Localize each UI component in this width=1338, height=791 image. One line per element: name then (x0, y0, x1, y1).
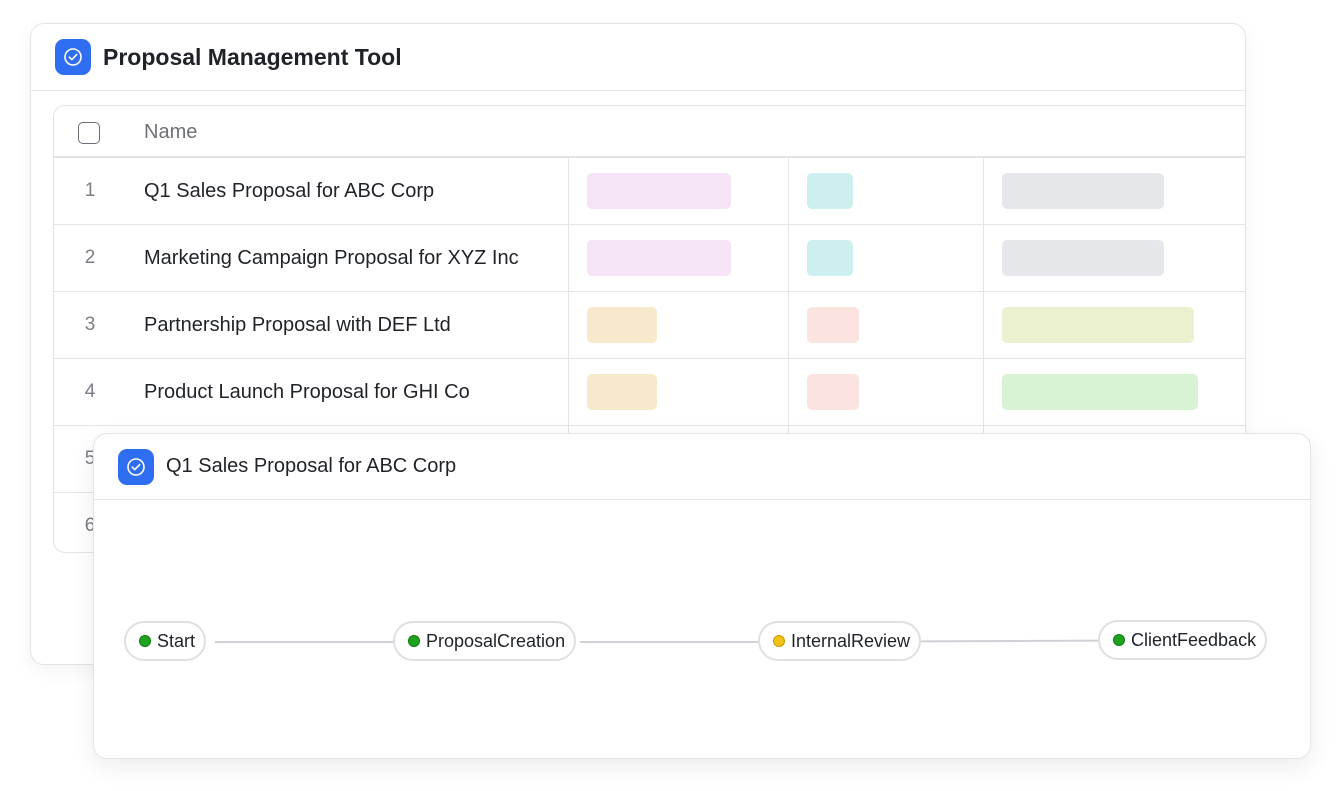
table-row[interactable]: 6 (54, 493, 1245, 552)
tag-placeholder[interactable] (807, 374, 859, 410)
row-name[interactable]: Q1 Sales Proposal for ABC Corp (144, 179, 435, 202)
flow-node-label: InternalReview (791, 630, 911, 651)
status-dot-pending (773, 635, 785, 647)
table-row[interactable]: 1 Q1 Sales Proposal for ABC Corp (54, 158, 1245, 225)
check-circle-icon (55, 39, 91, 75)
row-number: 4 (84, 381, 96, 402)
flow-edge (919, 639, 1101, 642)
tag-placeholder[interactable] (587, 374, 657, 410)
flow-node-label: ProposalCreation (426, 630, 566, 651)
tag-placeholder[interactable] (1002, 307, 1194, 343)
proposal-detail-panel: Q1 Sales Proposal for ABC Corp Start Pro… (93, 433, 1311, 759)
table-row[interactable]: 2 Marketing Campaign Proposal for XYZ In… (54, 225, 1245, 292)
window-header: Proposal Management Tool (31, 24, 1245, 91)
row-name[interactable]: Partnership Proposal with DEF Ltd (144, 313, 451, 336)
tag-placeholder[interactable] (807, 173, 853, 209)
tag-placeholder[interactable] (1002, 374, 1198, 410)
row-number: 6 (84, 515, 96, 536)
flow-edge (215, 641, 395, 643)
row-name[interactable]: Product Launch Proposal for GHI Co (144, 380, 470, 403)
row-name[interactable]: Marketing Campaign Proposal for XYZ Inc (144, 246, 519, 269)
row-number: 5 (84, 448, 96, 469)
status-dot-complete (139, 635, 151, 647)
flow-node-label: ClientFeedback (1131, 629, 1257, 650)
panel-header: Q1 Sales Proposal for ABC Corp (94, 434, 1310, 500)
status-dot-complete (1113, 634, 1125, 646)
row-number: 2 (84, 247, 96, 268)
row-number: 1 (84, 180, 96, 201)
select-all-checkbox[interactable] (78, 122, 100, 144)
tag-placeholder[interactable] (587, 173, 731, 209)
row-number: 3 (84, 314, 96, 335)
flow-node-start[interactable]: Start (124, 621, 207, 661)
flow-node-label: Start (157, 630, 196, 651)
tag-placeholder[interactable] (1002, 173, 1164, 209)
flow-node-client-feedback[interactable]: ClientFeedback (1098, 620, 1268, 660)
flow-node-internal-review[interactable]: InternalReview (758, 621, 922, 661)
check-circle-icon (118, 448, 154, 485)
status-dot-complete (408, 635, 420, 647)
app-title: Proposal Management Tool (103, 43, 402, 70)
column-header-name[interactable]: Name (144, 120, 198, 143)
table-row[interactable]: 4 Product Launch Proposal for GHI Co (54, 359, 1245, 426)
panel-title: Q1 Sales Proposal for ABC Corp (166, 455, 457, 477)
flow-node-proposal-creation[interactable]: ProposalCreation (393, 621, 577, 661)
tag-placeholder[interactable] (1002, 240, 1164, 276)
tag-placeholder[interactable] (587, 307, 657, 343)
flow-edge (580, 641, 760, 643)
table-row[interactable]: 3 Partnership Proposal with DEF Ltd (54, 292, 1245, 359)
workflow-diagram: Start ProposalCreation InternalReview Cl… (94, 434, 1310, 758)
tag-placeholder[interactable] (807, 307, 859, 343)
table-header: Name (54, 106, 1245, 158)
tag-placeholder[interactable] (807, 240, 853, 276)
tag-placeholder[interactable] (587, 240, 731, 276)
